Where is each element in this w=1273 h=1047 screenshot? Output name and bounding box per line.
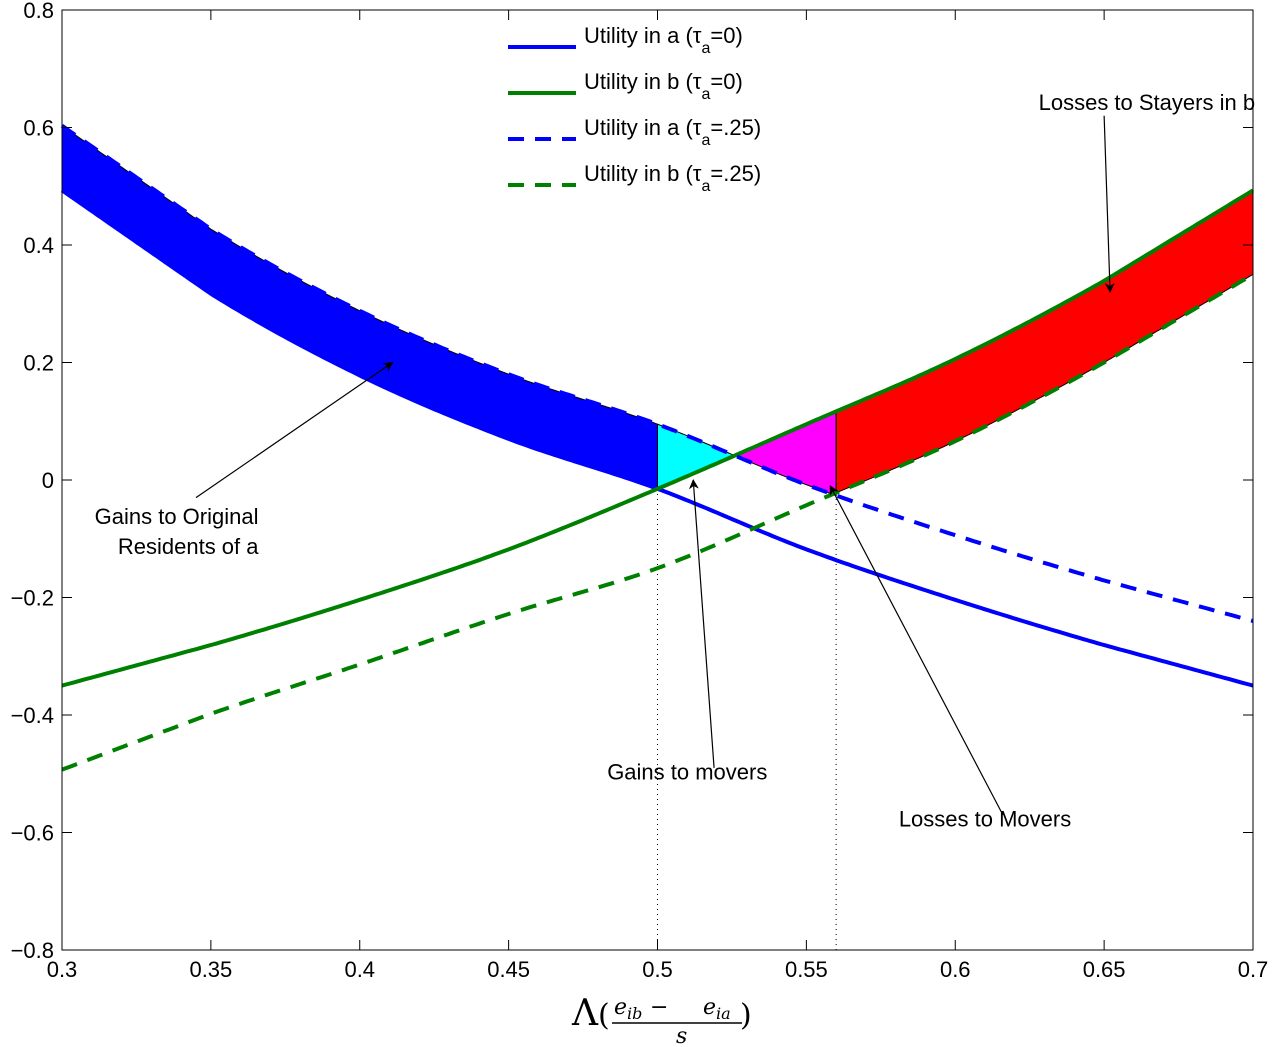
y-tick-label: −0.8 — [11, 938, 54, 963]
y-tick-label: 0 — [42, 468, 54, 493]
x-tick-label: 0.35 — [189, 957, 232, 982]
x-tick-label: 0.3 — [47, 957, 78, 982]
legend-label-3: Utility in a (τa=.25) — [584, 115, 761, 149]
losses-movers — [734, 410, 837, 497]
legend: Utility in a (τa=0) Utility in b (τa=0) Ut… — [508, 23, 761, 195]
x-axis-label-open-paren: ( — [598, 998, 610, 1033]
legend-label-2: Utility in b (τa=0) — [584, 69, 743, 103]
axis-ticks: 0.3 0.35 0.4 0.45 0.5 0.55 0.6 0.65 0.7 −0.8 −0.6 −… — [11, 0, 1269, 982]
annot-gains-movers-text: Gains to movers — [607, 760, 767, 785]
annot-gains-movers-arrow — [688, 479, 715, 768]
y-tick-label: 0.4 — [23, 233, 54, 258]
annot-gains-original-residents-text: Gains to Original — [95, 504, 259, 529]
annot-losses-stayers-b-arrow — [1103, 115, 1115, 293]
x-tick-label: 0.55 — [785, 957, 828, 982]
x-tick-label: 0.65 — [1083, 957, 1126, 982]
x-axis-label-num-e2: e — [703, 995, 716, 1020]
annot-losses-stayers-b-text: Losses to Stayers in b — [1039, 90, 1255, 115]
x-axis-label-minus: − — [650, 995, 668, 1020]
annot-losses-movers-text: Losses to Movers — [899, 807, 1071, 832]
x-axis-label: Λ ( e ib − e ia s ) — [571, 993, 752, 1047]
annot-gains-original-residents-text: Residents of a — [118, 534, 259, 559]
x-tick-label: 0.7 — [1238, 957, 1269, 982]
x-tick-label: 0.5 — [642, 957, 673, 982]
series-line-4 — [61, 272, 1254, 772]
losses-stayers-b — [835, 189, 1254, 494]
series-lines — [60, 124, 1255, 772]
series-line-2 — [61, 188, 1255, 688]
annot-losses-movers-arrow — [829, 484, 1004, 816]
series-line-3 — [60, 124, 1254, 623]
gains-movers — [657, 423, 735, 490]
y-tick-label: −0.2 — [11, 586, 54, 611]
x-tick-label: 0.6 — [940, 957, 971, 982]
y-tick-label: 0.6 — [23, 116, 54, 141]
y-tick-label: 0.2 — [23, 351, 54, 376]
x-axis-label-lambda: Λ — [571, 993, 599, 1034]
x-axis-label-denominator: s — [676, 1024, 687, 1047]
legend-label-4: Utility in b (τa=.25) — [584, 161, 761, 195]
x-axis-label-close-paren: ) — [740, 998, 752, 1033]
x-axis-label-num-sub1: ib — [627, 1004, 642, 1023]
y-tick-label: −0.4 — [11, 703, 54, 728]
x-axis-label-num-sub2: ia — [716, 1004, 731, 1023]
x-axis-label-num-e1: e — [614, 995, 627, 1020]
reference-lines — [657, 480, 837, 950]
y-tick-label: 0.8 — [23, 0, 54, 23]
annot-gains-original-residents-arrow — [195, 361, 394, 499]
x-tick-label: 0.45 — [487, 957, 530, 982]
legend-label-1: Utility in a (τa=0) — [584, 23, 743, 57]
gains-original-residents — [61, 124, 658, 490]
x-tick-label: 0.4 — [344, 957, 375, 982]
annotations: Gains to Original Residents of a Gains to … — [95, 90, 1255, 832]
y-tick-label: −0.6 — [11, 821, 54, 846]
